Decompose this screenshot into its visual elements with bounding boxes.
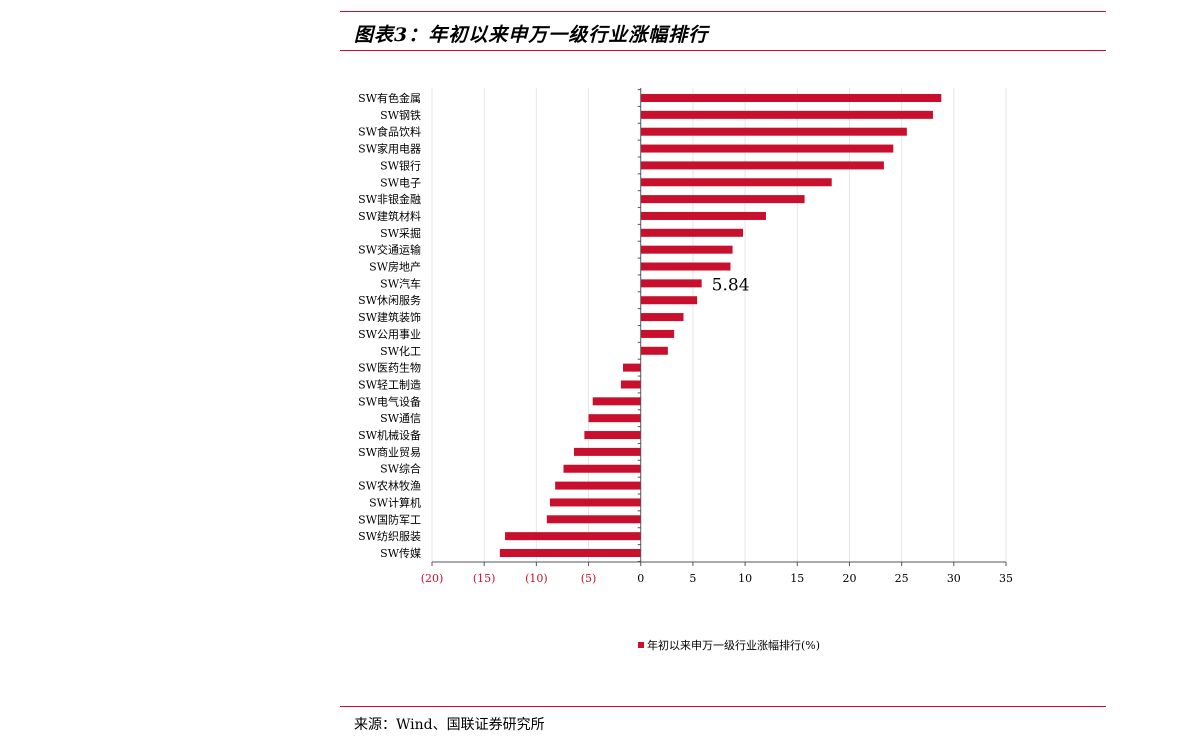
category-label: SW建筑材料 xyxy=(358,209,421,223)
x-tick-label: 35 xyxy=(999,572,1013,585)
category-label: SW商业贸易 xyxy=(358,445,421,459)
bar xyxy=(588,414,641,423)
x-tick-label: 25 xyxy=(895,572,909,585)
category-label: SW公用事业 xyxy=(358,328,421,341)
x-tick-label: 15 xyxy=(790,572,804,585)
bar xyxy=(640,127,907,136)
bar xyxy=(622,363,641,372)
category-label: SW汽车 xyxy=(380,276,421,290)
bar xyxy=(584,431,641,440)
category-label: SW化工 xyxy=(380,344,421,358)
category-label: SW非银金融 xyxy=(358,192,421,206)
top-rule xyxy=(340,11,1106,12)
data-label: 5.84 xyxy=(712,275,750,295)
x-tick-label: 10 xyxy=(738,572,752,585)
bar xyxy=(640,110,933,119)
category-label: SW通信 xyxy=(380,412,421,425)
bar xyxy=(640,144,894,153)
bar xyxy=(555,481,641,490)
category-label: SW建筑装饰 xyxy=(358,310,421,324)
title-underline-rule xyxy=(340,50,1106,51)
bar xyxy=(640,211,766,220)
bar xyxy=(640,195,805,204)
bar xyxy=(620,380,641,389)
category-label: SW计算机 xyxy=(369,495,421,509)
legend-swatch xyxy=(638,642,644,648)
bar xyxy=(640,279,702,288)
category-label: SW电气设备 xyxy=(358,394,421,408)
x-tick-label: 20 xyxy=(842,572,856,585)
x-tick-label: (20) xyxy=(421,572,444,585)
category-label: SW农林牧渔 xyxy=(358,479,421,493)
chart-legend: 年初以来申万一级行业涨幅排行(%) xyxy=(638,637,820,653)
bar xyxy=(640,94,942,102)
x-tick-label: (10) xyxy=(525,572,548,585)
bottom-rule xyxy=(340,706,1106,707)
category-label: SW综合 xyxy=(380,462,421,476)
x-tick-label: (5) xyxy=(581,572,597,585)
category-label: SW交通运输 xyxy=(358,243,421,257)
bar xyxy=(640,178,832,187)
category-label: SW采掘 xyxy=(380,226,421,240)
x-tick-label: 5 xyxy=(689,572,696,585)
category-label: SW食品饮料 xyxy=(358,125,421,139)
category-label: SW机械设备 xyxy=(358,428,421,442)
bar xyxy=(640,228,744,237)
legend-label: 年初以来申万一级行业涨幅排行(%) xyxy=(647,639,821,652)
bar xyxy=(505,532,641,541)
category-label: SW医药生物 xyxy=(358,361,421,375)
bar xyxy=(546,515,641,524)
bar xyxy=(640,346,668,355)
bar xyxy=(640,329,675,338)
bar xyxy=(640,296,698,305)
bar xyxy=(640,313,684,322)
bar xyxy=(499,549,641,557)
figure-title: 图表3：年初以来申万一级行业涨幅排行 xyxy=(354,24,709,46)
x-tick-label: 30 xyxy=(947,572,961,585)
category-label: SW传媒 xyxy=(380,547,421,560)
bar xyxy=(640,245,733,254)
bar xyxy=(573,447,641,456)
source-note: 来源：Wind、国联证券研究所 xyxy=(354,717,545,733)
bar xyxy=(549,498,641,507)
category-label: SW国防军工 xyxy=(358,512,421,526)
bar xyxy=(640,161,884,170)
category-label: SW家用电器 xyxy=(358,142,421,156)
bar xyxy=(563,464,641,473)
category-label: SW房地产 xyxy=(369,260,421,274)
x-tick-label: (15) xyxy=(473,572,496,585)
category-label: SW银行 xyxy=(380,158,421,172)
x-tick-label: 0 xyxy=(637,572,644,585)
category-label: SW轻工制造 xyxy=(358,377,421,391)
category-label: SW休闲服务 xyxy=(358,293,421,307)
bar xyxy=(640,262,731,271)
category-label: SW纺织服装 xyxy=(358,529,421,543)
bar xyxy=(592,397,641,406)
category-label: SW电子 xyxy=(380,176,421,189)
category-label: SW有色金属 xyxy=(358,91,421,105)
category-label: SW钢铁 xyxy=(380,109,421,122)
